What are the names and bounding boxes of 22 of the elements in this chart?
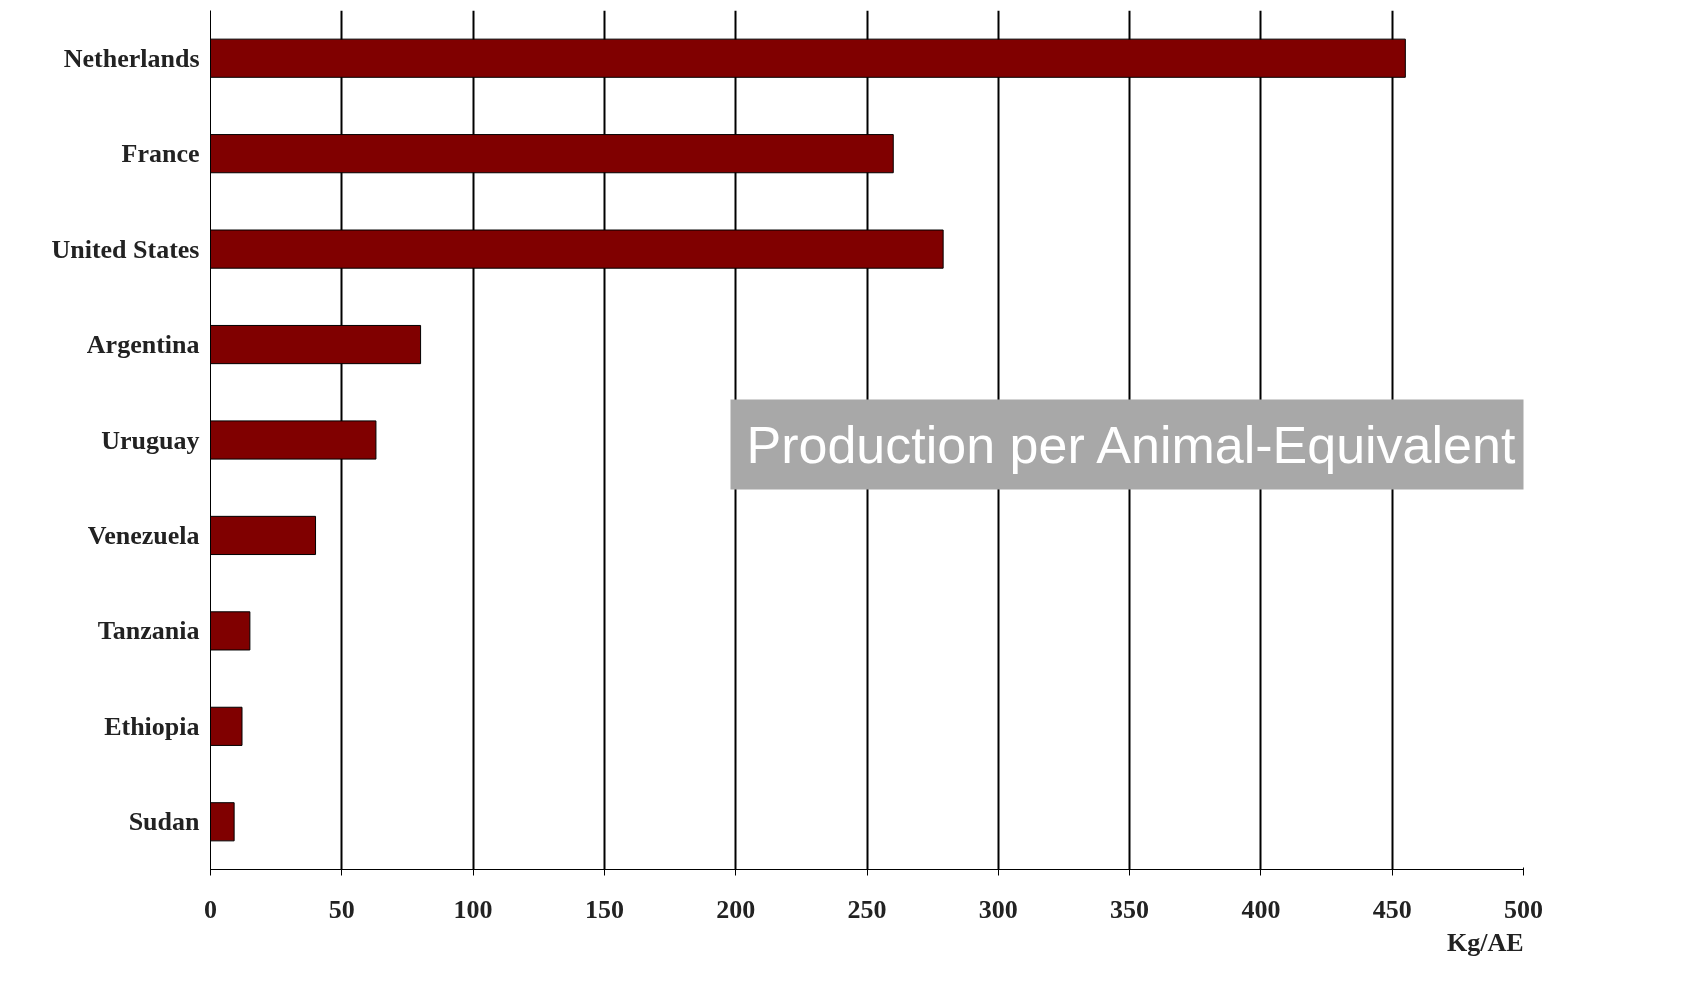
y-tick-label: Uruguay — [101, 425, 200, 455]
y-tick-label: Netherlands — [63, 43, 200, 73]
x-tick-label: 300 — [978, 894, 1018, 924]
y-tick-label: United States — [51, 234, 200, 264]
x-tick-label: 150 — [584, 894, 624, 924]
x-tick-label: 500 — [1504, 894, 1543, 924]
x-tick-label: 200 — [716, 894, 756, 924]
x-tick-label: 450 — [1372, 894, 1412, 924]
annotation: Production per Animal-Equivalent — [746, 415, 1516, 474]
y-tick-label: France — [121, 139, 200, 169]
x-tick-label: 250 — [847, 894, 887, 924]
y-tick-label: Tanzania — [97, 616, 200, 646]
x-tick-label: 100 — [453, 894, 493, 924]
y-tick-label: Sudan — [128, 807, 201, 837]
y-tick-label: Venezuela — [87, 520, 200, 550]
y-tick-label: Ethiopia — [104, 711, 200, 741]
x-axis-title: Kg/AE — [1446, 927, 1524, 957]
x-tick-label: 400 — [1241, 894, 1281, 924]
x-tick-label: 0 — [204, 894, 217, 924]
x-tick-label: 50 — [328, 894, 355, 924]
y-tick-label: Argentina — [86, 330, 200, 360]
x-tick-label: 350 — [1110, 894, 1150, 924]
